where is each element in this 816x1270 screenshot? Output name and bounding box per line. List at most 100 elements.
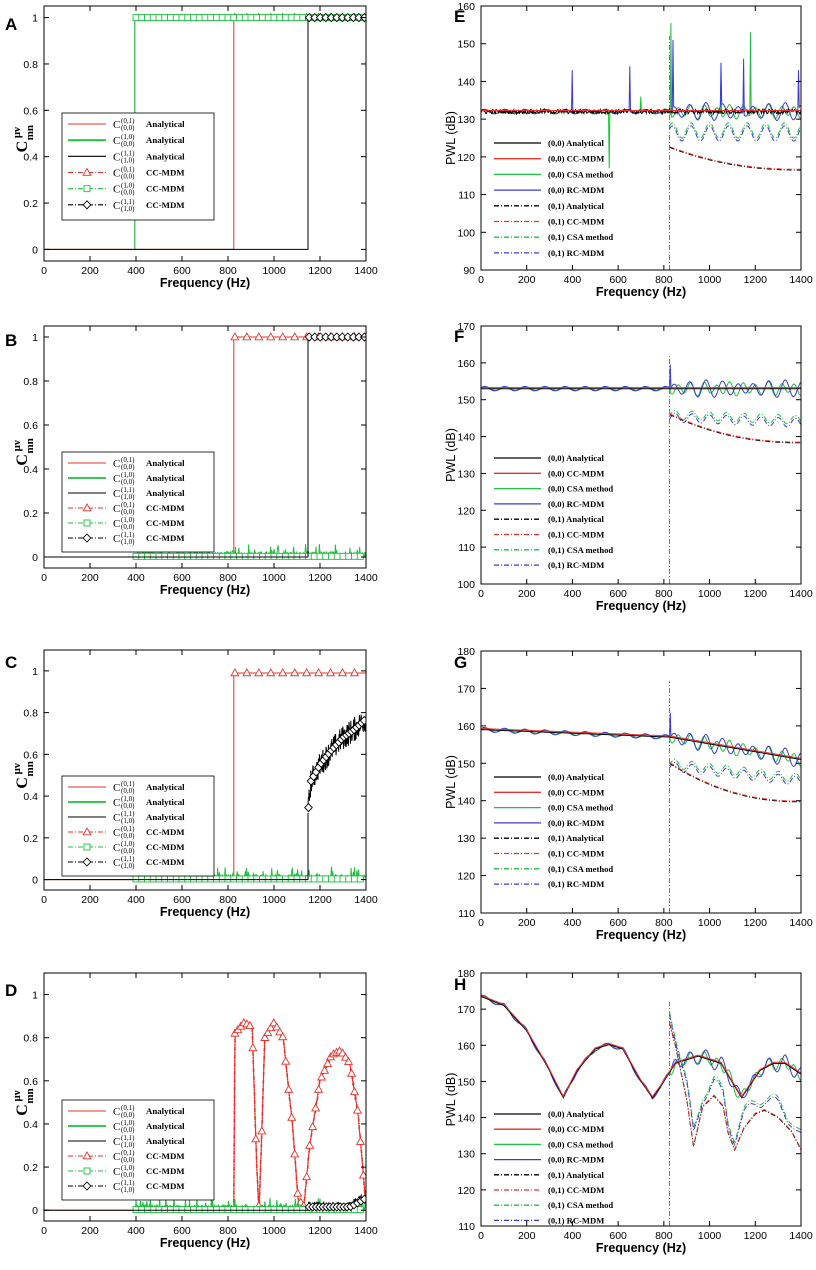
legend-sub: (1,0) bbox=[121, 1141, 135, 1149]
square-marker bbox=[356, 1206, 364, 1214]
y-axis-label: PWL (dB) bbox=[444, 111, 458, 165]
panel-letter: A bbox=[5, 15, 17, 34]
y-tick-label: 0.4 bbox=[23, 1119, 38, 1131]
x-tick-label: 400 bbox=[127, 265, 145, 277]
x-tick-label: 1400 bbox=[354, 894, 378, 906]
diamond-marker bbox=[304, 802, 313, 813]
square-marker bbox=[155, 1206, 163, 1214]
y-axis-label: Cμν mn bbox=[11, 1088, 36, 1115]
square-marker bbox=[161, 14, 169, 22]
mode00-csa-line bbox=[481, 22, 801, 169]
triangle-marker bbox=[293, 1188, 303, 1197]
legend-label: (0,0) RC-MDM bbox=[548, 818, 604, 828]
triangle-marker bbox=[266, 1022, 276, 1032]
x-tick-label: 400 bbox=[127, 572, 145, 584]
square-marker bbox=[264, 875, 272, 883]
square-marker bbox=[213, 875, 220, 883]
legend-symbol: C bbox=[113, 1151, 120, 1163]
square-marker bbox=[224, 552, 232, 560]
x-tick-label: 1400 bbox=[789, 1230, 813, 1242]
legend-symbol: C bbox=[113, 151, 120, 163]
x-tick-label: 200 bbox=[81, 572, 99, 584]
square-marker bbox=[230, 14, 238, 22]
panel-c: C 0 200 400 600 800 1000 1200 1400 0 0.2 0.4 0.6 0.8 1… bbox=[5, 649, 378, 919]
triangle-marker bbox=[352, 1105, 363, 1114]
triangle-marker bbox=[82, 167, 92, 176]
square-marker bbox=[351, 875, 358, 883]
plot-frame bbox=[480, 972, 802, 1227]
y-tick-label: 0.2 bbox=[23, 508, 38, 520]
triangle-marker bbox=[337, 668, 348, 677]
triangle-marker bbox=[272, 1022, 282, 1031]
triangle-marker bbox=[278, 668, 288, 677]
mode01-analytical-line bbox=[669, 414, 801, 444]
x-tick-label: 0 bbox=[478, 917, 484, 929]
legend-sub: (0,0) bbox=[121, 847, 135, 855]
triangle-marker bbox=[266, 668, 276, 677]
legend-sub: (0,0) bbox=[121, 140, 135, 148]
square-marker bbox=[264, 552, 272, 560]
legend-label: CC-MDM bbox=[146, 1181, 185, 1191]
legend-sup: (0,1) bbox=[121, 166, 135, 174]
square-marker bbox=[287, 552, 295, 560]
square-marker bbox=[172, 552, 180, 560]
y-tick-label: 0.6 bbox=[23, 420, 38, 432]
mode00-rc-line bbox=[481, 364, 801, 398]
legend-sub: (0,0) bbox=[121, 832, 135, 840]
legend-sup: (1,1) bbox=[121, 810, 135, 818]
y-tick-label: 160 bbox=[457, 1040, 475, 1052]
y-axis-sup: μν bbox=[11, 763, 23, 774]
panel-letter: G bbox=[454, 653, 467, 672]
y-tick-label: 140 bbox=[457, 76, 475, 88]
legend-symbol: C bbox=[113, 827, 120, 839]
legend-symbol: C bbox=[113, 488, 120, 500]
y-axis-sub: mn bbox=[24, 438, 36, 453]
x-tick-label: 600 bbox=[609, 588, 627, 600]
legend-symbol: C bbox=[113, 842, 120, 854]
triangle-marker bbox=[82, 1151, 92, 1160]
x-tick-label: 400 bbox=[127, 1225, 145, 1237]
y-axis-label: PWL (dB) bbox=[444, 428, 458, 482]
x-tick-label: 1400 bbox=[789, 917, 813, 929]
x-tick-label: 800 bbox=[219, 572, 237, 584]
legend-sub: (1,0) bbox=[121, 493, 135, 501]
x-tick-label: 0 bbox=[478, 588, 484, 600]
square-marker bbox=[276, 875, 284, 883]
y-tick-label: 130 bbox=[457, 114, 475, 126]
legend-label: Analytical bbox=[146, 473, 185, 483]
square-marker bbox=[224, 1206, 232, 1214]
square-marker bbox=[316, 552, 324, 560]
y-tick-label: 130 bbox=[457, 1149, 475, 1161]
mode01-analytical-line bbox=[669, 146, 801, 171]
square-marker bbox=[184, 1206, 192, 1214]
legend-label: (0,1) Analytical bbox=[548, 833, 604, 843]
square-marker bbox=[259, 875, 266, 883]
square-marker bbox=[310, 875, 318, 883]
y-tick-label: 1 bbox=[32, 666, 38, 678]
x-tick-label: 1200 bbox=[308, 265, 332, 277]
mode01-csa-line bbox=[669, 409, 801, 425]
square-marker bbox=[333, 552, 341, 560]
panel-a: A 0 200 400 600 800 1000 1200 1400 0 0.2 0.4 0.6 0.8 1… bbox=[5, 5, 378, 290]
square-marker bbox=[299, 1206, 307, 1214]
x-tick-label: 1200 bbox=[744, 1230, 768, 1242]
legend-label: (0,0) Analytical bbox=[548, 1109, 604, 1119]
diamond-marker bbox=[359, 715, 366, 726]
x-axis-label: Frequency (Hz) bbox=[160, 583, 250, 597]
square-marker bbox=[299, 875, 307, 883]
y-axis-sup: μν bbox=[11, 440, 23, 451]
square-marker bbox=[178, 14, 186, 22]
x-tick-label: 1200 bbox=[308, 894, 332, 906]
square-marker bbox=[167, 14, 174, 22]
legend-sub: (0,0) bbox=[121, 1171, 135, 1179]
legend-sub: (0,0) bbox=[121, 478, 135, 486]
square-marker bbox=[213, 14, 220, 22]
diamond-marker bbox=[82, 1181, 92, 1191]
legend-sup: (1,1) bbox=[121, 486, 135, 494]
legend-sub: (0,0) bbox=[121, 463, 135, 471]
y-axis-sub: mn bbox=[24, 761, 36, 776]
legend-label: Analytical bbox=[146, 135, 185, 145]
y-axis-symbol: C bbox=[14, 1104, 31, 1116]
